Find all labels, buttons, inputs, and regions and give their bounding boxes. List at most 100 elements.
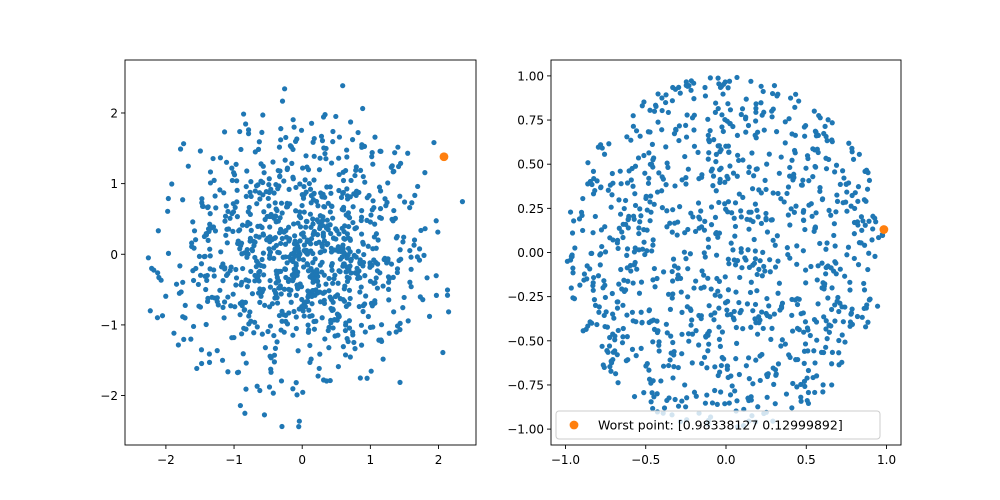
left-data-point: [303, 218, 309, 224]
right-data-point: [718, 389, 724, 395]
right-data-point: [679, 177, 685, 183]
right-data-point: [732, 388, 738, 394]
left-x-tick-label: 0: [298, 453, 306, 467]
left-data-point: [310, 260, 316, 266]
left-data-point: [380, 283, 386, 289]
left-data-point: [370, 324, 376, 330]
right-data-point: [633, 319, 639, 325]
right-data-point: [837, 181, 843, 187]
right-data-point: [763, 186, 769, 193]
left-data-point: [228, 303, 234, 309]
right-data-point: [607, 182, 614, 188]
left-data-point: [350, 329, 356, 335]
right-data-point: [716, 324, 722, 330]
right-data-point: [800, 248, 806, 254]
right-data-point: [724, 307, 730, 313]
left-data-point: [267, 284, 274, 290]
left-data-point: [237, 402, 243, 409]
left-data-point: [435, 229, 441, 235]
right-data-point: [829, 361, 835, 367]
right-data-point: [864, 186, 871, 192]
left-data-point: [261, 170, 267, 176]
right-data-point: [814, 337, 820, 343]
right-data-point: [605, 349, 611, 355]
left-data-point: [260, 112, 266, 118]
right-data-point: [625, 216, 632, 222]
right-data-point: [832, 259, 838, 265]
left-data-point: [330, 235, 337, 241]
right-data-point: [715, 288, 721, 294]
right-data-point: [643, 193, 649, 199]
left-data-point: [188, 336, 194, 342]
right-data-point: [688, 87, 694, 93]
left-data-point: [220, 278, 226, 284]
left-data-point: [330, 128, 336, 135]
right-data-point: [831, 232, 837, 239]
right-data-point: [824, 138, 830, 144]
right-data-point: [719, 112, 725, 118]
left-data-point: [386, 297, 392, 303]
left-data-point: [272, 213, 279, 219]
left-data-point: [324, 241, 330, 248]
right-data-point: [567, 209, 574, 215]
right-data-point: [620, 334, 626, 340]
left-data-point: [280, 254, 286, 260]
right-data-point: [734, 398, 740, 404]
right-data-point: [793, 357, 799, 363]
left-data-point: [301, 242, 307, 248]
right-data-point: [609, 170, 615, 177]
left-data-point: [230, 228, 236, 234]
right-data-point: [860, 218, 866, 224]
left-data-point: [298, 215, 304, 221]
right-data-point: [732, 262, 739, 268]
left-data-point: [326, 345, 332, 351]
right-data-point: [740, 157, 746, 163]
left-data-point: [180, 279, 186, 285]
right-data-point: [772, 242, 778, 248]
right-data-point: [619, 340, 626, 346]
left-data-point: [196, 253, 203, 259]
right-data-point: [683, 175, 689, 181]
left-data-point: [346, 287, 353, 293]
left-data-point: [243, 193, 249, 200]
right-data-point: [650, 277, 656, 283]
right-legend: Worst point: [0.98338127 0.12999892]: [555, 410, 881, 440]
left-data-point: [271, 359, 277, 365]
right-data-point: [740, 194, 746, 200]
left-data-point: [401, 199, 408, 205]
left-data-point: [328, 230, 334, 237]
right-y-tick-label: 0.25: [517, 202, 544, 216]
left-data-point: [291, 241, 298, 247]
right-data-point: [608, 204, 614, 210]
right-data-point: [615, 380, 621, 386]
right-data-point: [789, 157, 795, 163]
right-data-point: [587, 319, 593, 325]
left-data-point: [243, 121, 249, 127]
left-data-point: [282, 241, 289, 247]
left-data-point: [321, 203, 327, 210]
right-data-point: [648, 193, 654, 199]
right-data-point: [702, 84, 708, 91]
right-data-point: [731, 317, 737, 323]
right-data-point: [728, 311, 734, 318]
right-data-point: [682, 230, 688, 236]
right-data-point: [870, 213, 876, 219]
left-data-point: [310, 139, 316, 145]
right-data-point: [820, 382, 826, 388]
left-data-point: [199, 200, 205, 206]
left-data-point: [266, 203, 272, 209]
left-data-point: [339, 206, 345, 213]
right-worst-point: [879, 225, 889, 234]
right-data-point: [829, 137, 835, 143]
right-data-point: [669, 295, 675, 301]
right-data-point: [811, 108, 817, 114]
left-data-point: [278, 200, 285, 206]
right-data-point: [824, 336, 830, 342]
right-data-point: [791, 174, 797, 181]
right-data-point: [823, 133, 829, 140]
right-data-point: [705, 348, 711, 354]
left-data-point: [262, 216, 268, 223]
right-data-point: [727, 163, 733, 169]
right-data-point: [655, 119, 661, 125]
left-data-point: [212, 193, 218, 199]
